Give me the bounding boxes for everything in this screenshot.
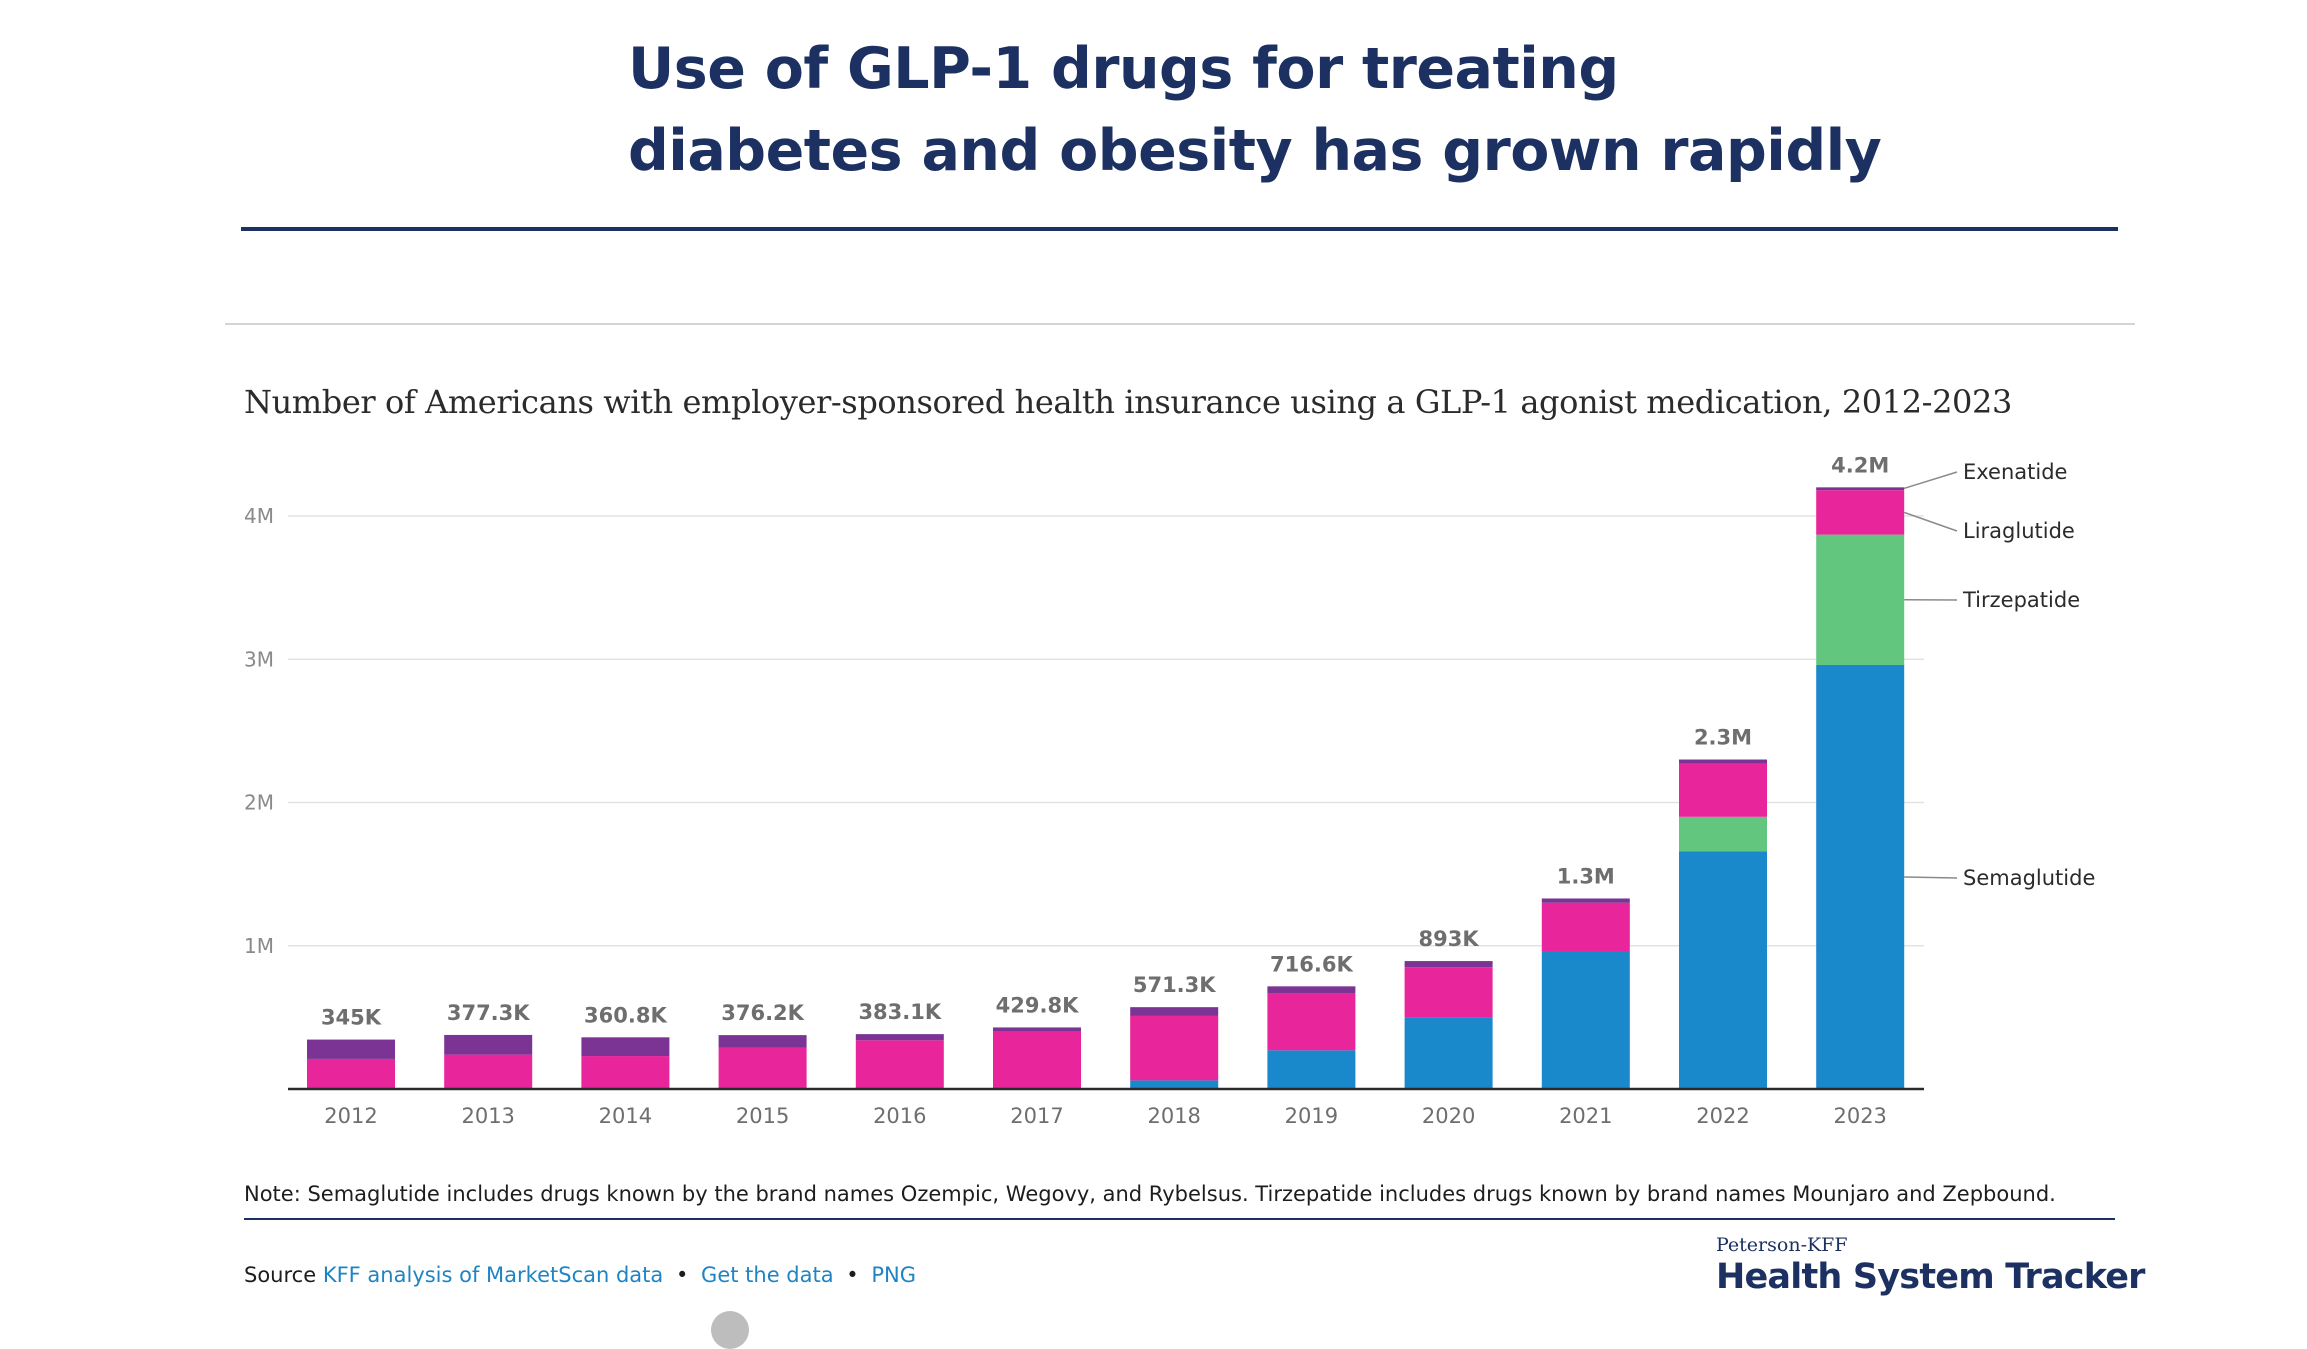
bar-segment-semaglutide (1816, 665, 1904, 1089)
total-label: 4.2M (1831, 453, 1889, 477)
legend-label-semaglutide: Semaglutide (1963, 866, 2095, 890)
bar-segment-exenatide (581, 1037, 669, 1056)
total-label: 376.2K (721, 1001, 804, 1025)
total-label: 893K (1419, 927, 1480, 951)
bar-segment-semaglutide (1679, 851, 1767, 1089)
bar-segment-liraglutide (1679, 764, 1767, 817)
bar-segment-exenatide (856, 1034, 944, 1040)
legend-label-liraglutide: Liraglutide (1963, 519, 2075, 543)
total-label: 377.3K (447, 1001, 530, 1025)
total-label: 429.8K (996, 993, 1079, 1017)
bar-segment-exenatide (307, 1040, 395, 1059)
total-label: 571.3K (1133, 973, 1216, 997)
bar-segment-exenatide (1267, 986, 1355, 993)
bar-segment-liraglutide (444, 1055, 532, 1089)
bar-segment-liraglutide (1130, 1016, 1218, 1080)
y-tick-label: 3M (244, 647, 274, 671)
bar-segment-exenatide (1816, 487, 1904, 490)
total-label: 383.1K (858, 1000, 941, 1024)
bar-segment-liraglutide (581, 1056, 669, 1089)
x-tick-label: 2021 (1559, 1104, 1612, 1128)
bar-segment-exenatide (444, 1035, 532, 1055)
bar-segment-exenatide (993, 1027, 1081, 1031)
bar-segment-liraglutide (1267, 993, 1355, 1050)
bar-segment-liraglutide (856, 1040, 944, 1089)
legend-leader-line (1904, 512, 1957, 531)
bar-segment-liraglutide (1816, 490, 1904, 534)
total-label: 716.6K (1270, 952, 1353, 976)
x-tick-label: 2016 (873, 1104, 926, 1128)
marketscan-link[interactable]: KFF analysis of MarketScan data (323, 1263, 663, 1287)
bar-segment-semaglutide (1405, 1017, 1493, 1089)
legend-leader-line (1904, 877, 1957, 878)
logo-peterson-kff: Peterson-KFF (1716, 1234, 2116, 1256)
x-tick-label: 2018 (1147, 1104, 1200, 1128)
bar-segment-liraglutide (719, 1047, 807, 1089)
legend-label-exenatide: Exenatide (1963, 460, 2067, 484)
health-system-tracker-logo[interactable]: Peterson-KFF Health System Tracker (1716, 1234, 2116, 1298)
bar-segment-tirzepatide (1816, 535, 1904, 665)
y-tick-label: 4M (244, 504, 274, 528)
png-download-link[interactable]: PNG (871, 1263, 916, 1287)
total-label: 2.3M (1694, 726, 1752, 750)
source-label: Source (244, 1263, 316, 1287)
x-tick-label: 2012 (324, 1104, 377, 1128)
x-tick-label: 2013 (461, 1104, 514, 1128)
get-the-data-link[interactable]: Get the data (701, 1263, 834, 1287)
stacked-bar-chart: 1M 2M 3M 4M 345K 2012 377.3K 2013 360.8K 2014 376.… (0, 0, 2307, 1180)
bar-segment-tirzepatide (1679, 817, 1767, 851)
legend-leader-line (1904, 472, 1957, 488)
x-tick-label: 2014 (599, 1104, 652, 1128)
source-line: Source KFF analysis of MarketScan data •… (244, 1263, 916, 1287)
x-tick-label: 2017 (1010, 1104, 1063, 1128)
logo-health-system-tracker: Health System Tracker (1716, 1256, 2116, 1298)
bar-segment-semaglutide (1542, 951, 1630, 1089)
bar-segment-exenatide (1130, 1007, 1218, 1016)
x-tick-label: 2015 (736, 1104, 789, 1128)
x-tick-label: 2023 (1833, 1104, 1886, 1128)
footer-rule (244, 1218, 2115, 1220)
x-tick-label: 2019 (1285, 1104, 1338, 1128)
total-label: 345K (321, 1006, 382, 1030)
chart-note: Note: Semaglutide includes drugs known b… (244, 1182, 2056, 1206)
bar-segment-liraglutide (1542, 903, 1630, 952)
bar-segment-liraglutide (993, 1032, 1081, 1089)
x-tick-label: 2022 (1696, 1104, 1749, 1128)
x-tick-label: 2020 (1422, 1104, 1475, 1128)
y-tick-label: 2M (244, 791, 274, 815)
bar-segment-exenatide (1405, 961, 1493, 967)
bar-segment-semaglutide (1130, 1080, 1218, 1089)
total-label: 360.8K (584, 1003, 667, 1027)
bar-segment-semaglutide (1267, 1050, 1355, 1089)
separator: • (840, 1263, 864, 1287)
separator: • (670, 1263, 694, 1287)
scroll-indicator[interactable] (711, 1311, 749, 1349)
y-tick-label: 1M (244, 934, 274, 958)
total-label: 1.3M (1557, 864, 1615, 888)
bar-segment-liraglutide (1405, 967, 1493, 1017)
bar-segment-exenatide (1542, 898, 1630, 902)
bar-segment-liraglutide (307, 1059, 395, 1089)
bar-segment-exenatide (1679, 760, 1767, 764)
legend-label-tirzepatide: Tirzepatide (1962, 588, 2080, 612)
bar-segment-exenatide (719, 1035, 807, 1047)
